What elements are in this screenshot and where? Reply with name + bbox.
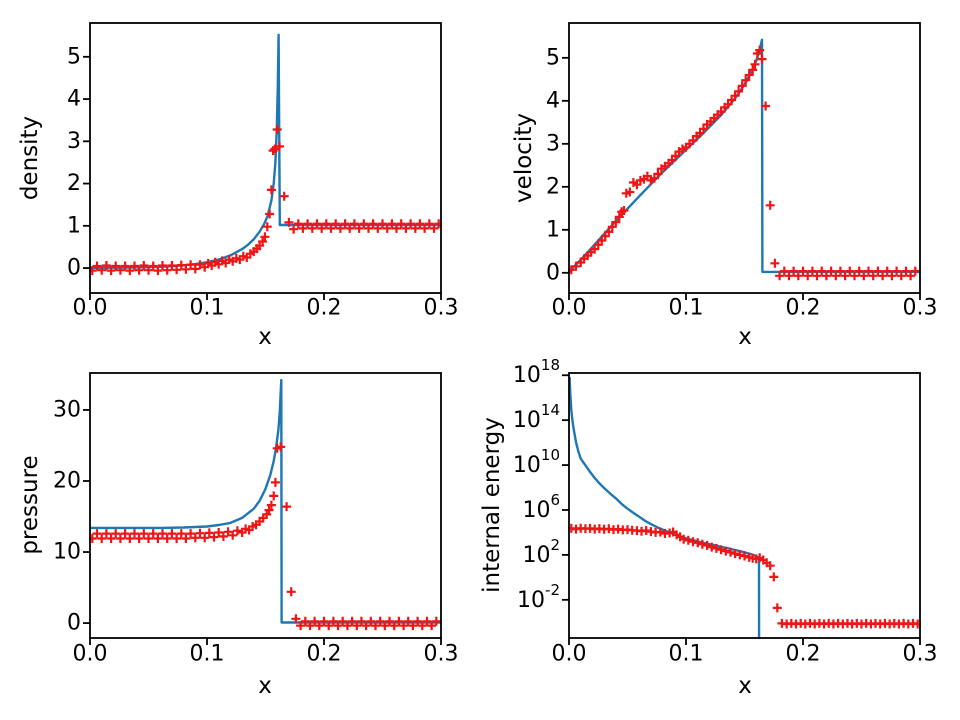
pressure-ytick-label: 20 xyxy=(53,468,81,493)
internal_energy-ytick-label: 102 xyxy=(522,536,560,568)
velocity-ytick-label: 0 xyxy=(546,260,560,285)
y-axis-label-pressure: pressure xyxy=(17,455,43,555)
internal_energy-axes-spines xyxy=(568,372,921,639)
velocity-analytic-solution-line xyxy=(568,38,920,274)
internal_energy-ytick-label: 1018 xyxy=(513,356,560,388)
pressure-xtick-label: 0.0 xyxy=(73,642,108,667)
density-ytick-label: 1 xyxy=(67,213,81,238)
pressure-ytick-label: 30 xyxy=(53,397,81,422)
velocity-simulation-particles-markers xyxy=(568,45,920,281)
velocity-xtick-label: 0.0 xyxy=(552,296,587,321)
pressure-ytick-label: 10 xyxy=(53,540,81,565)
panel-density: 0.0 0.1 0.2 0.3 0 1 2 3 4 5 xyxy=(67,22,459,321)
internal_energy-ytick-label: 106 xyxy=(522,491,560,523)
velocity-xtick-label: 0.2 xyxy=(786,296,821,321)
y-axis-label-density: density xyxy=(17,115,43,201)
density-ytick-label: 2 xyxy=(67,171,81,196)
velocity-ytick-label: 4 xyxy=(546,88,560,113)
density-xtick-label: 0.3 xyxy=(424,296,459,321)
x-axis-label-velocity: x xyxy=(738,324,752,350)
velocity-axes-spines xyxy=(568,22,921,294)
density-xtick-label: 0.0 xyxy=(73,296,108,321)
density-simulation-particles-markers xyxy=(89,125,442,276)
density-xtick-label: 0.1 xyxy=(190,296,225,321)
velocity-ytick-label: 5 xyxy=(546,45,560,70)
internal_energy-xtick-label: 0.2 xyxy=(786,642,821,667)
y-axis-label-internal-energy: internal energy xyxy=(479,417,505,593)
internal_energy-xtick-label: 0.3 xyxy=(903,642,938,667)
pressure-xtick-label: 0.1 xyxy=(190,642,225,667)
panel-velocity: 0.0 0.1 0.2 0.3 0 1 2 3 4 5 xyxy=(546,22,938,321)
pressure-xtick-label: 0.3 xyxy=(424,642,459,667)
density-ytick-label: 0 xyxy=(67,256,81,281)
x-axis-label-pressure: x xyxy=(258,673,272,699)
y-axis-label-velocity: velocity xyxy=(511,113,537,203)
panel-pressure: 0.0 0.1 0.2 0.3 0 10 20 30 xyxy=(53,372,459,667)
pressure-simulation-particles-markers xyxy=(89,442,441,631)
internal_energy-simulation-particles-markers xyxy=(568,523,921,629)
density-axes-spines xyxy=(89,22,442,294)
velocity-ytick-label: 3 xyxy=(546,131,560,156)
internal_energy-ytick-label: 10-2 xyxy=(517,581,560,613)
internal_energy-analytic-solution-line xyxy=(568,376,761,639)
density-ytick-label: 3 xyxy=(67,129,81,154)
internal_energy-ytick-label: 1010 xyxy=(513,446,560,478)
velocity-ytick-label: 1 xyxy=(546,217,560,242)
internal_energy-ytick-label: 1014 xyxy=(513,401,560,433)
density-xtick-label: 0.2 xyxy=(307,296,342,321)
pressure-xtick-label: 0.2 xyxy=(307,642,342,667)
pressure-ytick-label: 0 xyxy=(67,611,81,636)
density-ytick-label: 4 xyxy=(67,87,81,112)
internal_energy-xtick-label: 0.1 xyxy=(669,642,704,667)
velocity-xtick-label: 0.1 xyxy=(669,296,704,321)
x-axis-label-density: x xyxy=(258,324,272,350)
x-axis-label-internal-energy: x xyxy=(738,673,752,699)
velocity-xtick-label: 0.3 xyxy=(903,296,938,321)
velocity-ytick-label: 2 xyxy=(546,174,560,199)
internal_energy-xtick-label: 0.0 xyxy=(552,642,587,667)
density-ytick-label: 5 xyxy=(67,44,81,69)
panel-internal_energy: 0.0 0.1 0.2 0.3 10-2 102 106 1010 1014 1018 xyxy=(513,356,938,666)
pressure-axes-spines xyxy=(89,372,442,639)
pressure-analytic-solution-line xyxy=(90,378,441,624)
